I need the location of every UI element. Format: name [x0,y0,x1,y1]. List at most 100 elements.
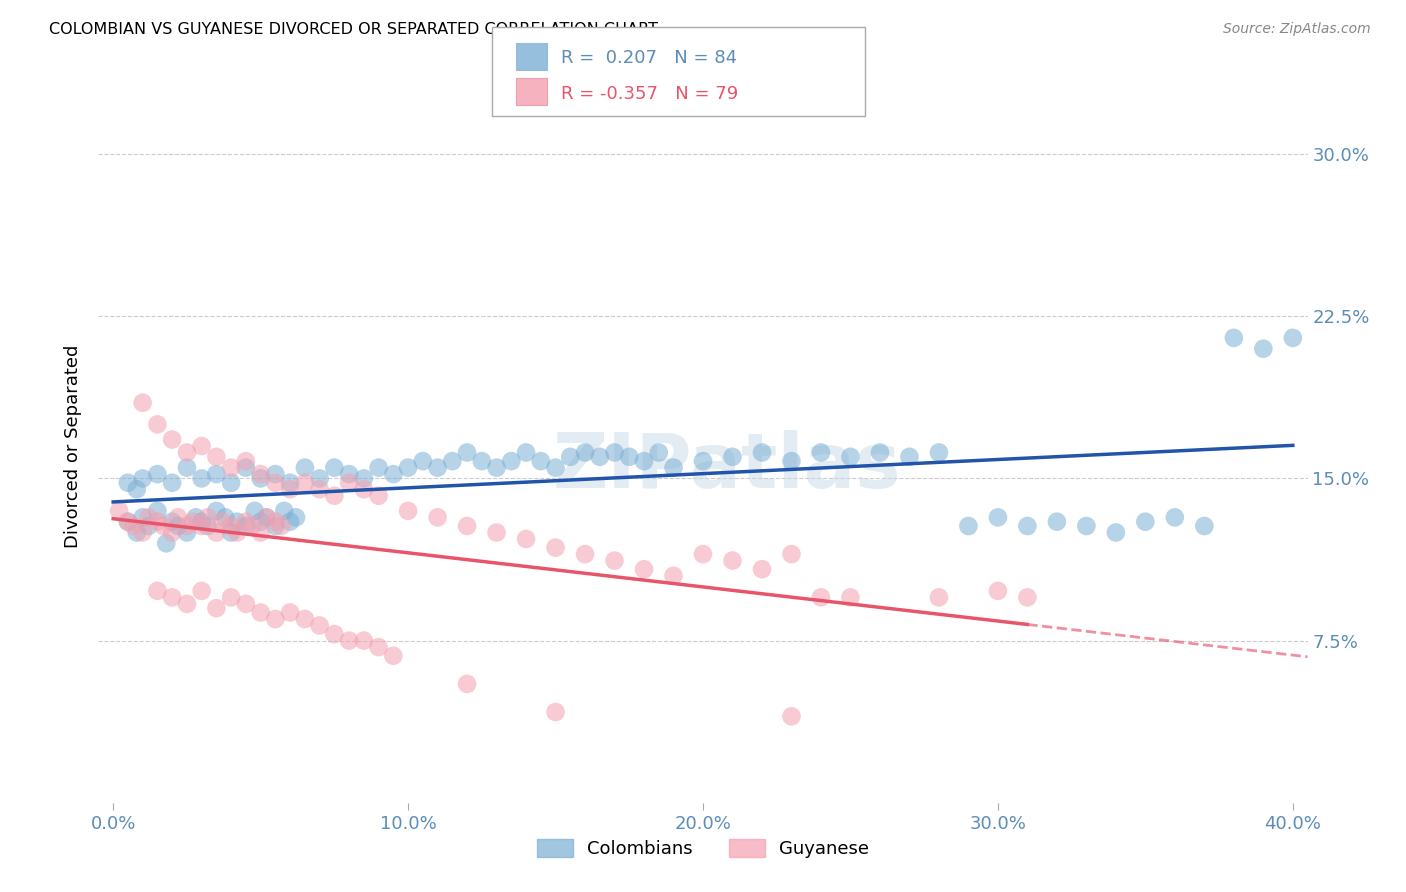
Point [456,677,478,691]
Point [219,475,242,490]
Point [648,445,671,459]
Point [751,445,773,459]
Point [412,454,434,468]
Point [633,562,655,576]
Point [125,525,148,540]
Point [485,525,508,540]
Point [692,454,714,468]
Point [294,460,316,475]
Text: Source: ZipAtlas.com: Source: ZipAtlas.com [1223,22,1371,37]
Point [1223,331,1246,345]
Point [226,525,249,540]
Point [264,475,287,490]
Point [957,519,980,533]
Point [1076,519,1098,533]
Point [205,467,228,482]
Point [278,475,301,490]
Point [273,504,295,518]
Point [441,454,464,468]
Point [353,633,375,648]
Point [662,460,685,475]
Point [219,525,242,540]
Point [138,519,160,533]
Point [278,606,301,620]
Point [308,618,330,632]
Point [122,519,145,533]
Point [367,640,389,654]
Point [285,510,308,524]
Point [190,439,212,453]
Point [471,454,494,468]
Point [382,467,405,482]
Point [603,553,626,567]
Point [160,591,183,605]
Point [337,633,360,648]
Point [181,515,204,529]
Point [1017,591,1039,605]
Point [197,510,219,524]
Legend: Colombians, Guyanese: Colombians, Guyanese [529,831,877,865]
Point [270,519,292,533]
Point [256,510,278,524]
Point [131,525,153,540]
Point [456,519,478,533]
Point [353,471,375,485]
Point [235,519,257,533]
Point [160,525,183,540]
Point [264,519,287,533]
Point [184,510,207,524]
Point [138,510,160,524]
Point [574,547,596,561]
Point [205,601,228,615]
Point [249,471,271,485]
Point [501,454,523,468]
Point [987,583,1010,598]
Point [1046,515,1069,529]
Point [117,475,139,490]
Point [1194,519,1216,533]
Point [167,510,190,524]
Point [353,482,375,496]
Point [197,519,219,533]
Point [205,450,228,464]
Point [294,612,316,626]
Point [396,504,419,518]
Point [780,547,803,561]
Point [278,515,301,529]
Point [544,705,567,719]
Point [560,450,582,464]
Point [211,515,233,529]
Point [928,445,950,459]
Point [249,525,271,540]
Point [278,482,301,496]
Point [544,541,567,555]
Point [190,519,212,533]
Point [125,482,148,496]
Point [176,445,198,459]
Point [249,515,271,529]
Point [117,515,139,529]
Point [323,489,346,503]
Point [633,454,655,468]
Point [108,504,131,518]
Point [235,454,257,468]
Text: R =  0.207   N = 84: R = 0.207 N = 84 [561,49,737,67]
Point [337,467,360,482]
Point [131,471,153,485]
Point [146,504,169,518]
Point [226,515,249,529]
Point [235,460,257,475]
Point [603,445,626,459]
Point [898,450,921,464]
Point [117,515,139,529]
Point [337,475,360,490]
Point [152,519,174,533]
Point [249,467,271,482]
Point [160,433,183,447]
Point [219,591,242,605]
Point [780,709,803,723]
Point [1017,519,1039,533]
Point [367,489,389,503]
Point [1105,525,1128,540]
Point [382,648,405,663]
